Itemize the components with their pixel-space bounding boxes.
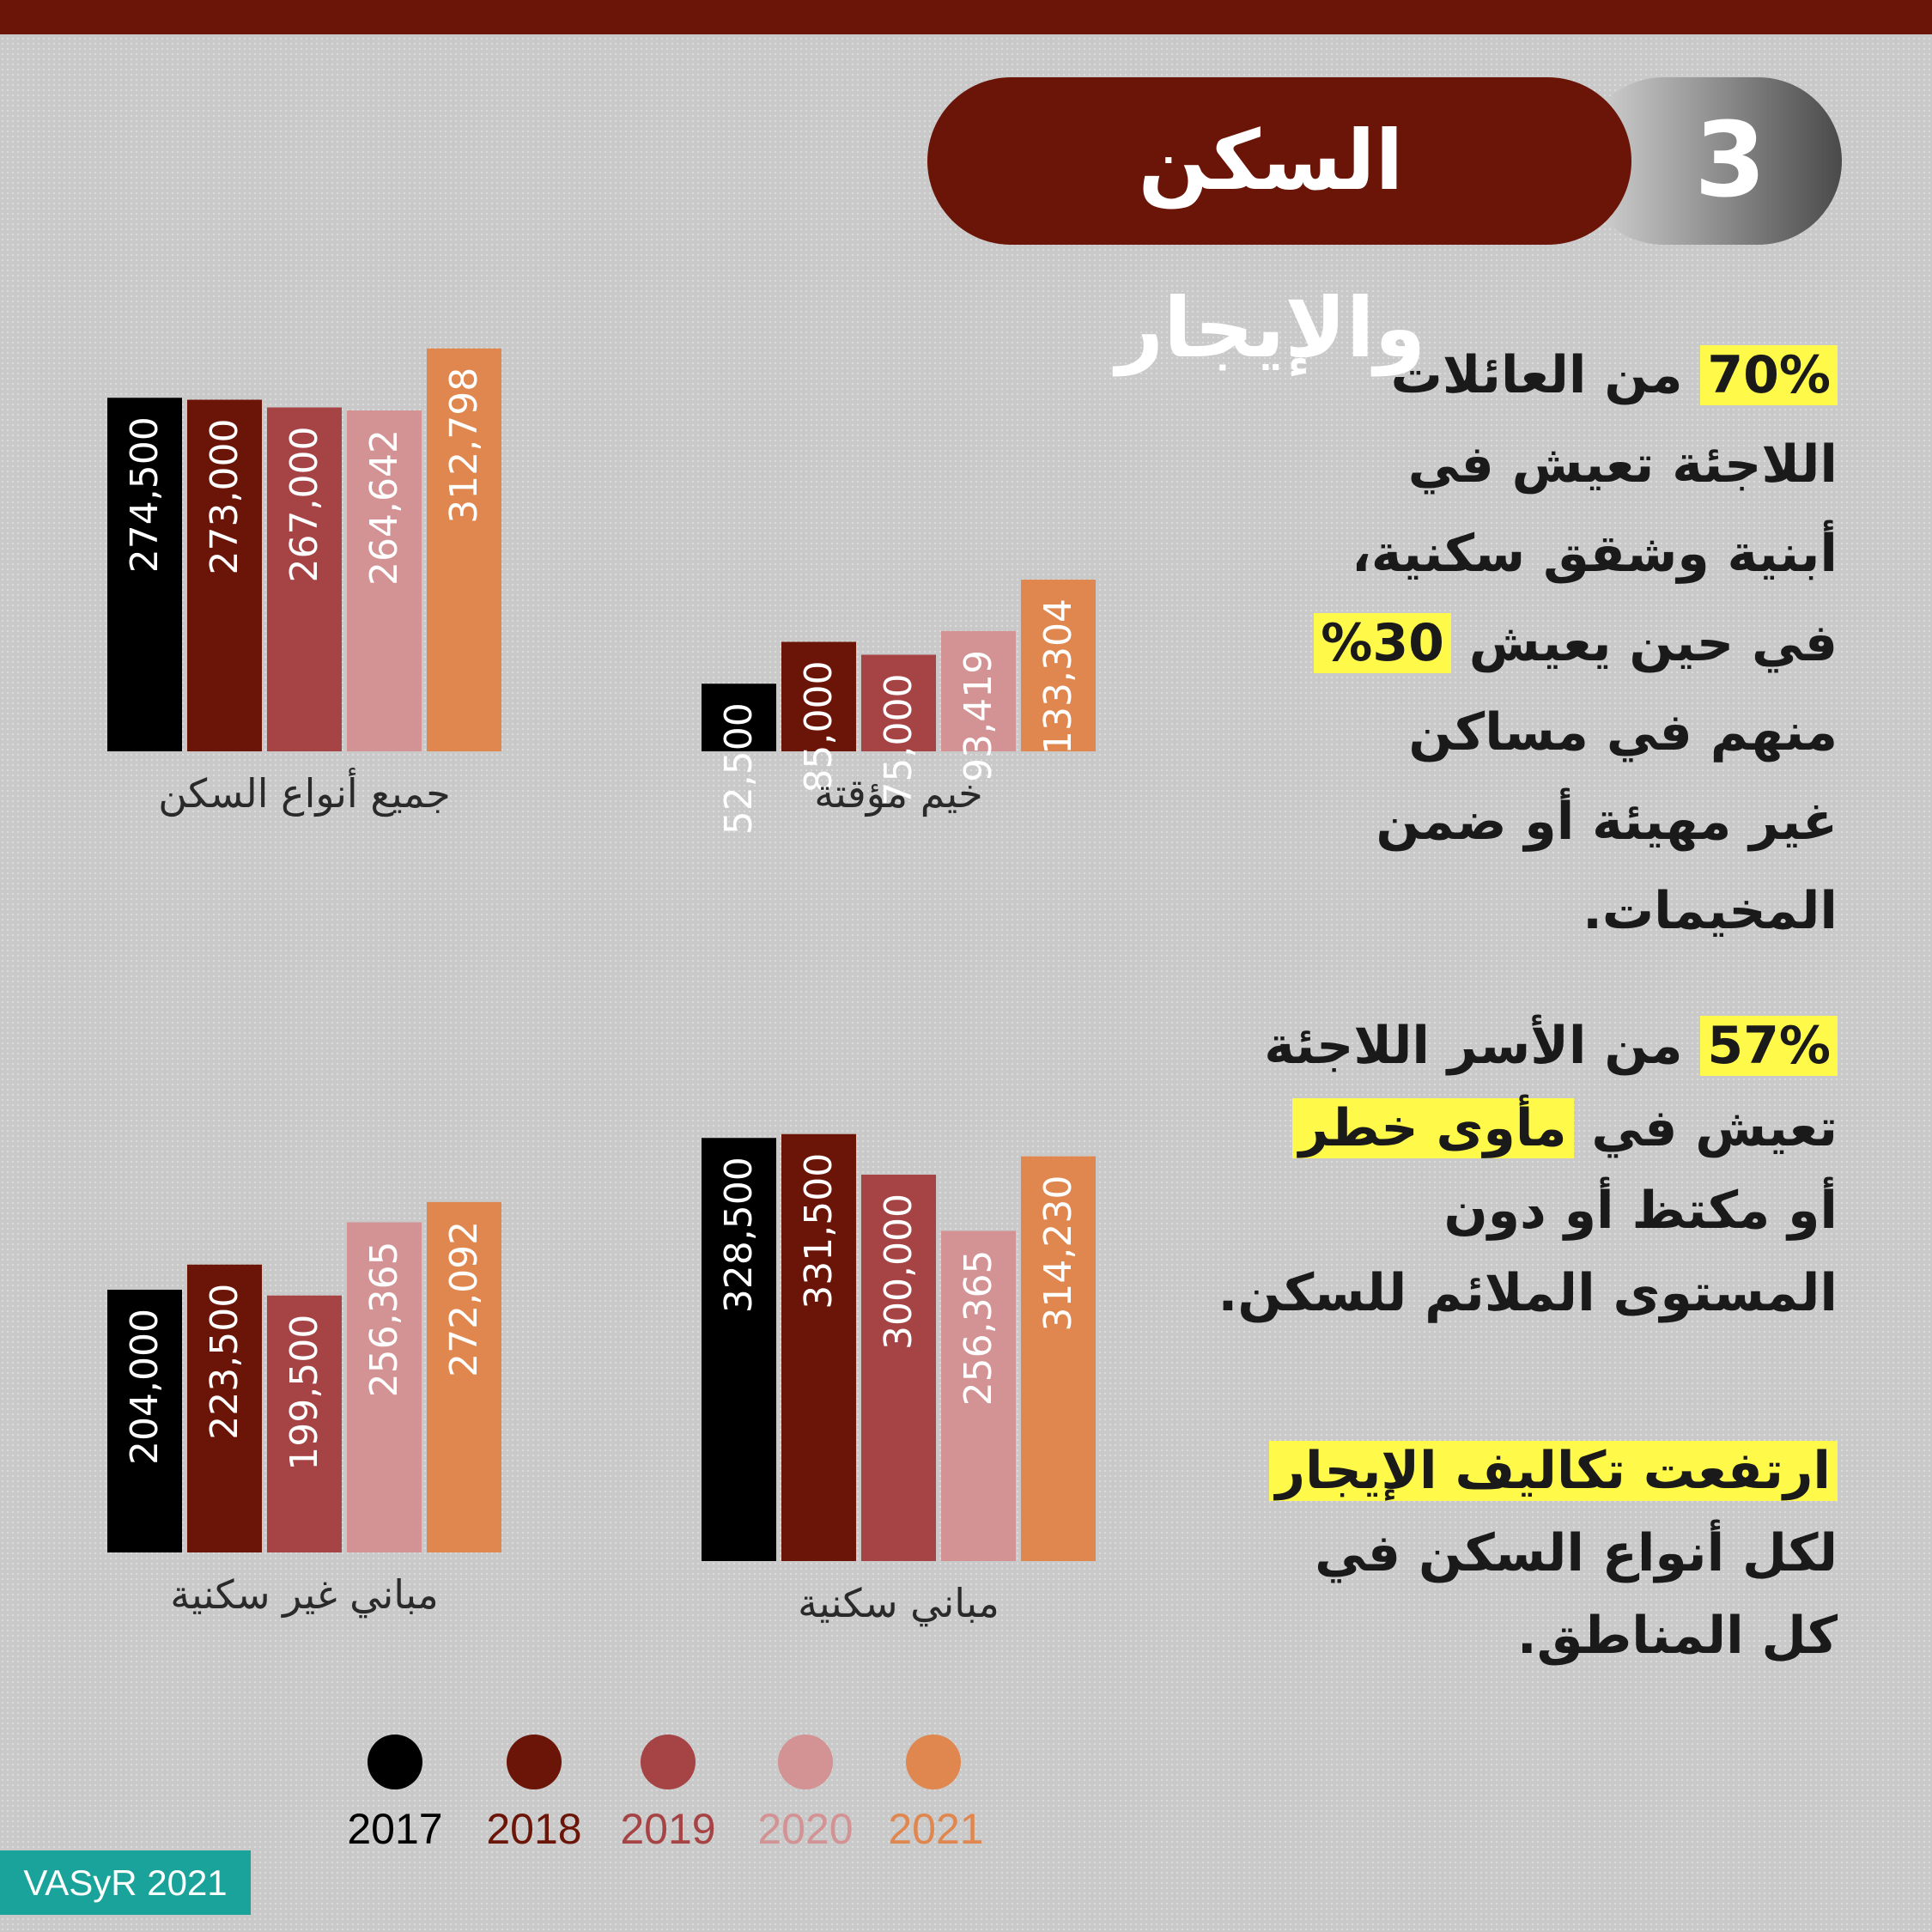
text-line: المخيمات. [1583,881,1838,941]
bar-2017 [702,1138,776,1561]
legend-dot-2020 [778,1735,833,1789]
bar-2020 [941,630,1016,751]
text-line: منهم في مساكن [1408,702,1838,762]
bar-2020 [347,1222,422,1552]
text-line: كل المناطق. [1516,1606,1838,1666]
bar-value-label: 264,642 [362,429,406,586]
top-bar [0,0,1932,34]
bar-2021 [1021,1156,1096,1561]
legend-year-2021: 2021 [888,1805,984,1853]
bar-value-label: 331,500 [797,1153,841,1309]
bar-2017 [702,683,776,751]
bar-value-label: 312,798 [442,368,486,524]
highlight: 70% [1700,345,1838,405]
bar-value-label: 93,419 [957,650,1000,782]
chart-category-label: جميع أنواع السكن [158,768,450,817]
highlight: 57% [1700,1016,1838,1076]
text-line: 57% من الأسر اللاجئة [1218,1005,1838,1087]
bar-2019 [861,654,936,751]
text-line: في حين يعيش 30% [1314,598,1838,688]
highlight: 30% [1314,613,1451,673]
legend-year-2019: 2019 [620,1805,716,1853]
bar-2021 [1021,580,1096,751]
bar-2017 [107,398,182,751]
bar-2018 [781,1133,856,1561]
bar-value-label: 204,000 [123,1309,167,1465]
text-block-rent: ارتفعت تكاليف الإيجار لكل أنواع السكن في… [1268,1430,1838,1677]
chart-category-label: خيم مؤقتة [814,770,983,817]
bar-2021 [427,348,501,751]
bar-2018 [781,641,856,751]
legend-dot-2019 [641,1735,696,1789]
page-title: السكن والإيجار [1115,112,1426,376]
bar-2020 [347,410,422,751]
highlight: مأوى خطر [1291,1098,1574,1158]
text-fragment: من العائلات [1390,345,1701,405]
bar-2019 [267,407,342,751]
text-fragment: من الأسر اللاجئة [1264,1016,1701,1076]
source-badge: VASyR 2021 [0,1850,251,1915]
text-line: غير مهيئة أو ضمن [1376,792,1838,852]
bar-value-label: 314,230 [1036,1176,1080,1332]
text-line: أبنية وشقق سكنية، [1352,524,1838,584]
bar-value-label: 274,500 [123,416,167,573]
bar-value-label: 273,000 [203,419,246,575]
chart-category-label: مباني غير سكنية [170,1571,439,1619]
text-line: 70% من العائلات [1314,331,1838,420]
bar-2020 [941,1230,1016,1561]
bar-2018 [187,1264,262,1552]
bar-2019 [861,1175,936,1561]
legend-year-2018: 2018 [486,1805,582,1853]
text-block-risky-shelter: 57% من الأسر اللاجئة تعيش في مأوى خطر أو… [1218,1005,1838,1334]
text-line: المستوى الملائم للسكن. [1218,1263,1838,1323]
section-number: 3 [1694,101,1766,221]
text-line: لكل أنواع السكن في [1315,1523,1838,1583]
highlight: ارتفعت تكاليف الإيجار [1268,1441,1838,1501]
bar-value-label: 52,500 [717,702,761,835]
bar-value-label: 133,304 [1036,598,1080,755]
text-fragment: في حين يعيش [1450,613,1838,673]
bar-value-label: 75,000 [877,674,920,806]
bar-2018 [187,399,262,751]
legend-dot-2017 [368,1735,422,1789]
legend-year-2017: 2017 [347,1805,443,1853]
text-line: تعيش في مأوى خطر [1218,1087,1838,1170]
bar-value-label: 328,500 [717,1157,761,1313]
text-block-housing-types: 70% من العائلات اللاجئة تعيش في أبنية وش… [1314,331,1838,956]
bar-value-label: 223,500 [203,1284,246,1440]
bar-value-label: 199,500 [283,1315,326,1471]
bar-value-label: 256,365 [957,1249,1000,1406]
bar-2019 [267,1295,342,1552]
bar-2021 [427,1201,501,1552]
bar-2017 [107,1290,182,1552]
legend-dot-2018 [507,1735,562,1789]
bar-value-label: 272,092 [442,1221,486,1377]
chart-category-label: مباني سكنية [798,1580,999,1627]
bar-value-label: 267,000 [283,427,326,583]
text-line: أو مكتظ أو دون [1443,1181,1838,1241]
text-fragment: تعيش في [1573,1098,1838,1158]
text-line: اللاجئة تعيش في [1407,434,1838,495]
legend-dot-2021 [906,1735,961,1789]
bar-value-label: 300,000 [877,1194,920,1350]
title-pill [927,77,1631,245]
bar-value-label: 256,365 [362,1241,406,1397]
text-line: ارتفعت تكاليف الإيجار [1268,1430,1838,1512]
bar-value-label: 85,000 [797,661,841,793]
legend-year-2020: 2020 [757,1805,854,1853]
